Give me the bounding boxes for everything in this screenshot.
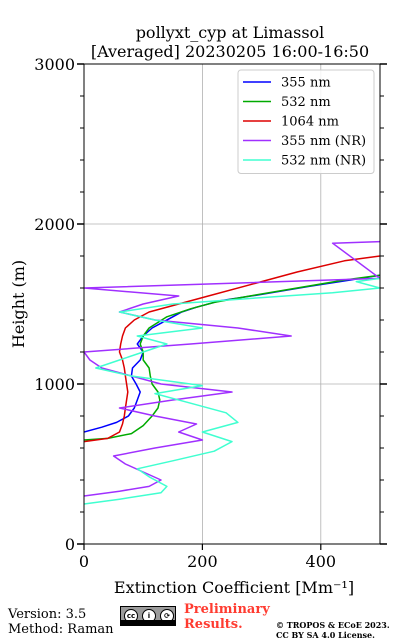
sa-icon: ⟳ [160,609,174,623]
preliminary-line2: Results. [184,617,243,632]
version-text: Version: 3.5 [8,607,87,622]
legend-label-4: 532 nm (NR) [281,154,366,169]
copyright-line2: CC BY SA 4.0 License. [276,630,375,640]
x-tick-label: 400 [306,552,337,571]
plot-frame [83,63,381,545]
y-tick-label: 1000 [34,375,75,394]
legend-box [237,69,375,174]
x-tick-label: 0 [79,552,89,571]
cc-license-logo: cc i ⟳ [120,606,176,626]
preliminary-line1: Preliminary [184,602,270,617]
legend-label-1: 532 nm [281,95,331,110]
series-line-4 [84,277,380,505]
x-tick-label: 200 [187,552,218,571]
copyright-text: © TROPOS & ECoE 2023. CC BY SA 4.0 Licen… [276,620,390,640]
preliminary-notice: Preliminary Results. [184,602,270,632]
y-axis-label: Height (m) [9,260,28,348]
copyright-line1: © TROPOS & ECoE 2023. [276,620,390,630]
series-layer [84,240,380,505]
y-tick-label: 2000 [34,215,75,234]
chart: 0 1000 2000 3000 0 200 400 pollyxt_cyp at Lima… [9,23,387,597]
y-tick-label: 3000 [34,55,75,74]
chart-title-line1: pollyxt_cyp at Limassol [136,23,325,42]
x-axis-label: Extinction Coefficient [Mm⁻¹] [114,578,354,597]
series-line-2 [84,255,380,443]
axis-ticks: 0 1000 2000 3000 0 200 400 [34,55,387,571]
method-text: Method: Raman [8,622,114,637]
chart-title-line2: [Averaged] 20230205 16:00-16:50 [91,42,369,61]
legend-label-3: 355 nm (NR) [281,134,366,149]
y-tick-label: 0 [65,535,75,554]
legend-label-2: 1064 nm [281,115,339,130]
legend-label-0: 355 nm [281,76,331,91]
series-line-3 [84,240,380,497]
legend: 355 nm 532 nm 1064 nm 355 nm (NR) 532 nm (NR… [237,69,375,174]
